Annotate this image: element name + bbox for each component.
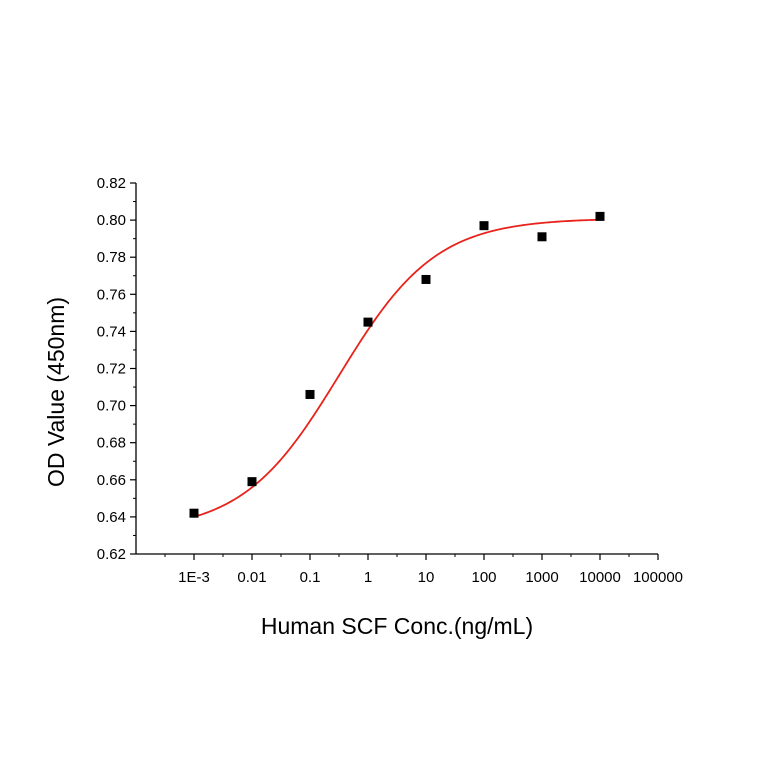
y-tick-label: 0.66 <box>97 472 126 489</box>
data-point <box>189 508 199 518</box>
x-tick-label: 100000 <box>633 569 683 586</box>
x-tick-label: 10000 <box>579 569 621 586</box>
y-tick-label: 0.72 <box>97 361 126 378</box>
fit-curve-line <box>193 218 601 518</box>
data-point <box>479 221 489 231</box>
y-axis-title: OD Value (450nm) <box>43 297 69 487</box>
y-tick-label: 0.76 <box>97 286 126 303</box>
x-tick-label: 0.01 <box>237 569 266 586</box>
y-tick-label: 0.82 <box>97 175 126 192</box>
x-tick-label: 10 <box>418 569 435 586</box>
data-point <box>537 232 547 242</box>
y-tick-label: 0.68 <box>97 435 126 452</box>
y-tick-label: 0.64 <box>97 509 126 526</box>
x-tick-label: 1 <box>364 569 372 586</box>
data-point <box>421 274 431 284</box>
y-axis-ticks: 0.62 0.64 0.66 0.68 0.70 0.72 0.74 0.76 0.78 0.80… <box>97 175 136 563</box>
x-tick-label: 1E-3 <box>178 569 210 586</box>
y-tick-label: 0.80 <box>97 212 126 229</box>
y-tick-label: 0.62 <box>97 546 126 563</box>
x-tick-label: 1000 <box>525 569 558 586</box>
data-points <box>189 211 605 518</box>
axes <box>135 183 658 555</box>
x-tick-label: 0.1 <box>300 569 321 586</box>
x-tick-label: 100 <box>471 569 496 586</box>
data-point <box>305 389 315 399</box>
y-tick-label: 0.78 <box>97 249 126 266</box>
y-tick-label: 0.74 <box>97 323 126 340</box>
data-point <box>595 211 605 221</box>
data-point <box>363 317 373 327</box>
data-point <box>247 477 257 487</box>
x-axis-title: Human SCF Conc.(ng/mL) <box>261 613 533 639</box>
y-tick-label: 0.70 <box>97 398 126 415</box>
x-axis-ticks: 1E-3 0.01 0.1 1 10 100 1000 10000 100000 <box>164 554 683 586</box>
